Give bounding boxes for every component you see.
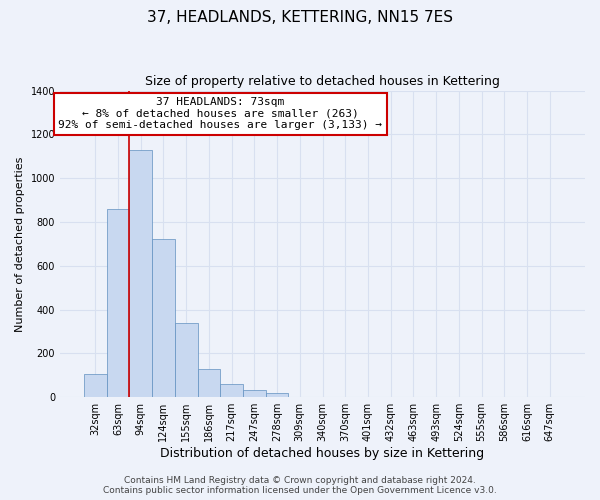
Bar bbox=[130, 150, 152, 397]
Bar bbox=[152, 240, 175, 397]
Bar bbox=[175, 322, 197, 397]
Bar bbox=[243, 390, 266, 397]
Text: 37 HEADLANDS: 73sqm
← 8% of detached houses are smaller (263)
92% of semi-detach: 37 HEADLANDS: 73sqm ← 8% of detached hou… bbox=[58, 97, 382, 130]
Text: 37, HEADLANDS, KETTERING, NN15 7ES: 37, HEADLANDS, KETTERING, NN15 7ES bbox=[147, 10, 453, 25]
X-axis label: Distribution of detached houses by size in Kettering: Distribution of detached houses by size … bbox=[160, 447, 485, 460]
Title: Size of property relative to detached houses in Kettering: Size of property relative to detached ho… bbox=[145, 75, 500, 88]
Bar bbox=[220, 384, 243, 397]
Bar bbox=[197, 368, 220, 397]
Bar bbox=[84, 374, 107, 397]
Bar bbox=[266, 393, 289, 397]
Y-axis label: Number of detached properties: Number of detached properties bbox=[15, 156, 25, 332]
Bar bbox=[107, 209, 130, 397]
Text: Contains HM Land Registry data © Crown copyright and database right 2024.
Contai: Contains HM Land Registry data © Crown c… bbox=[103, 476, 497, 495]
